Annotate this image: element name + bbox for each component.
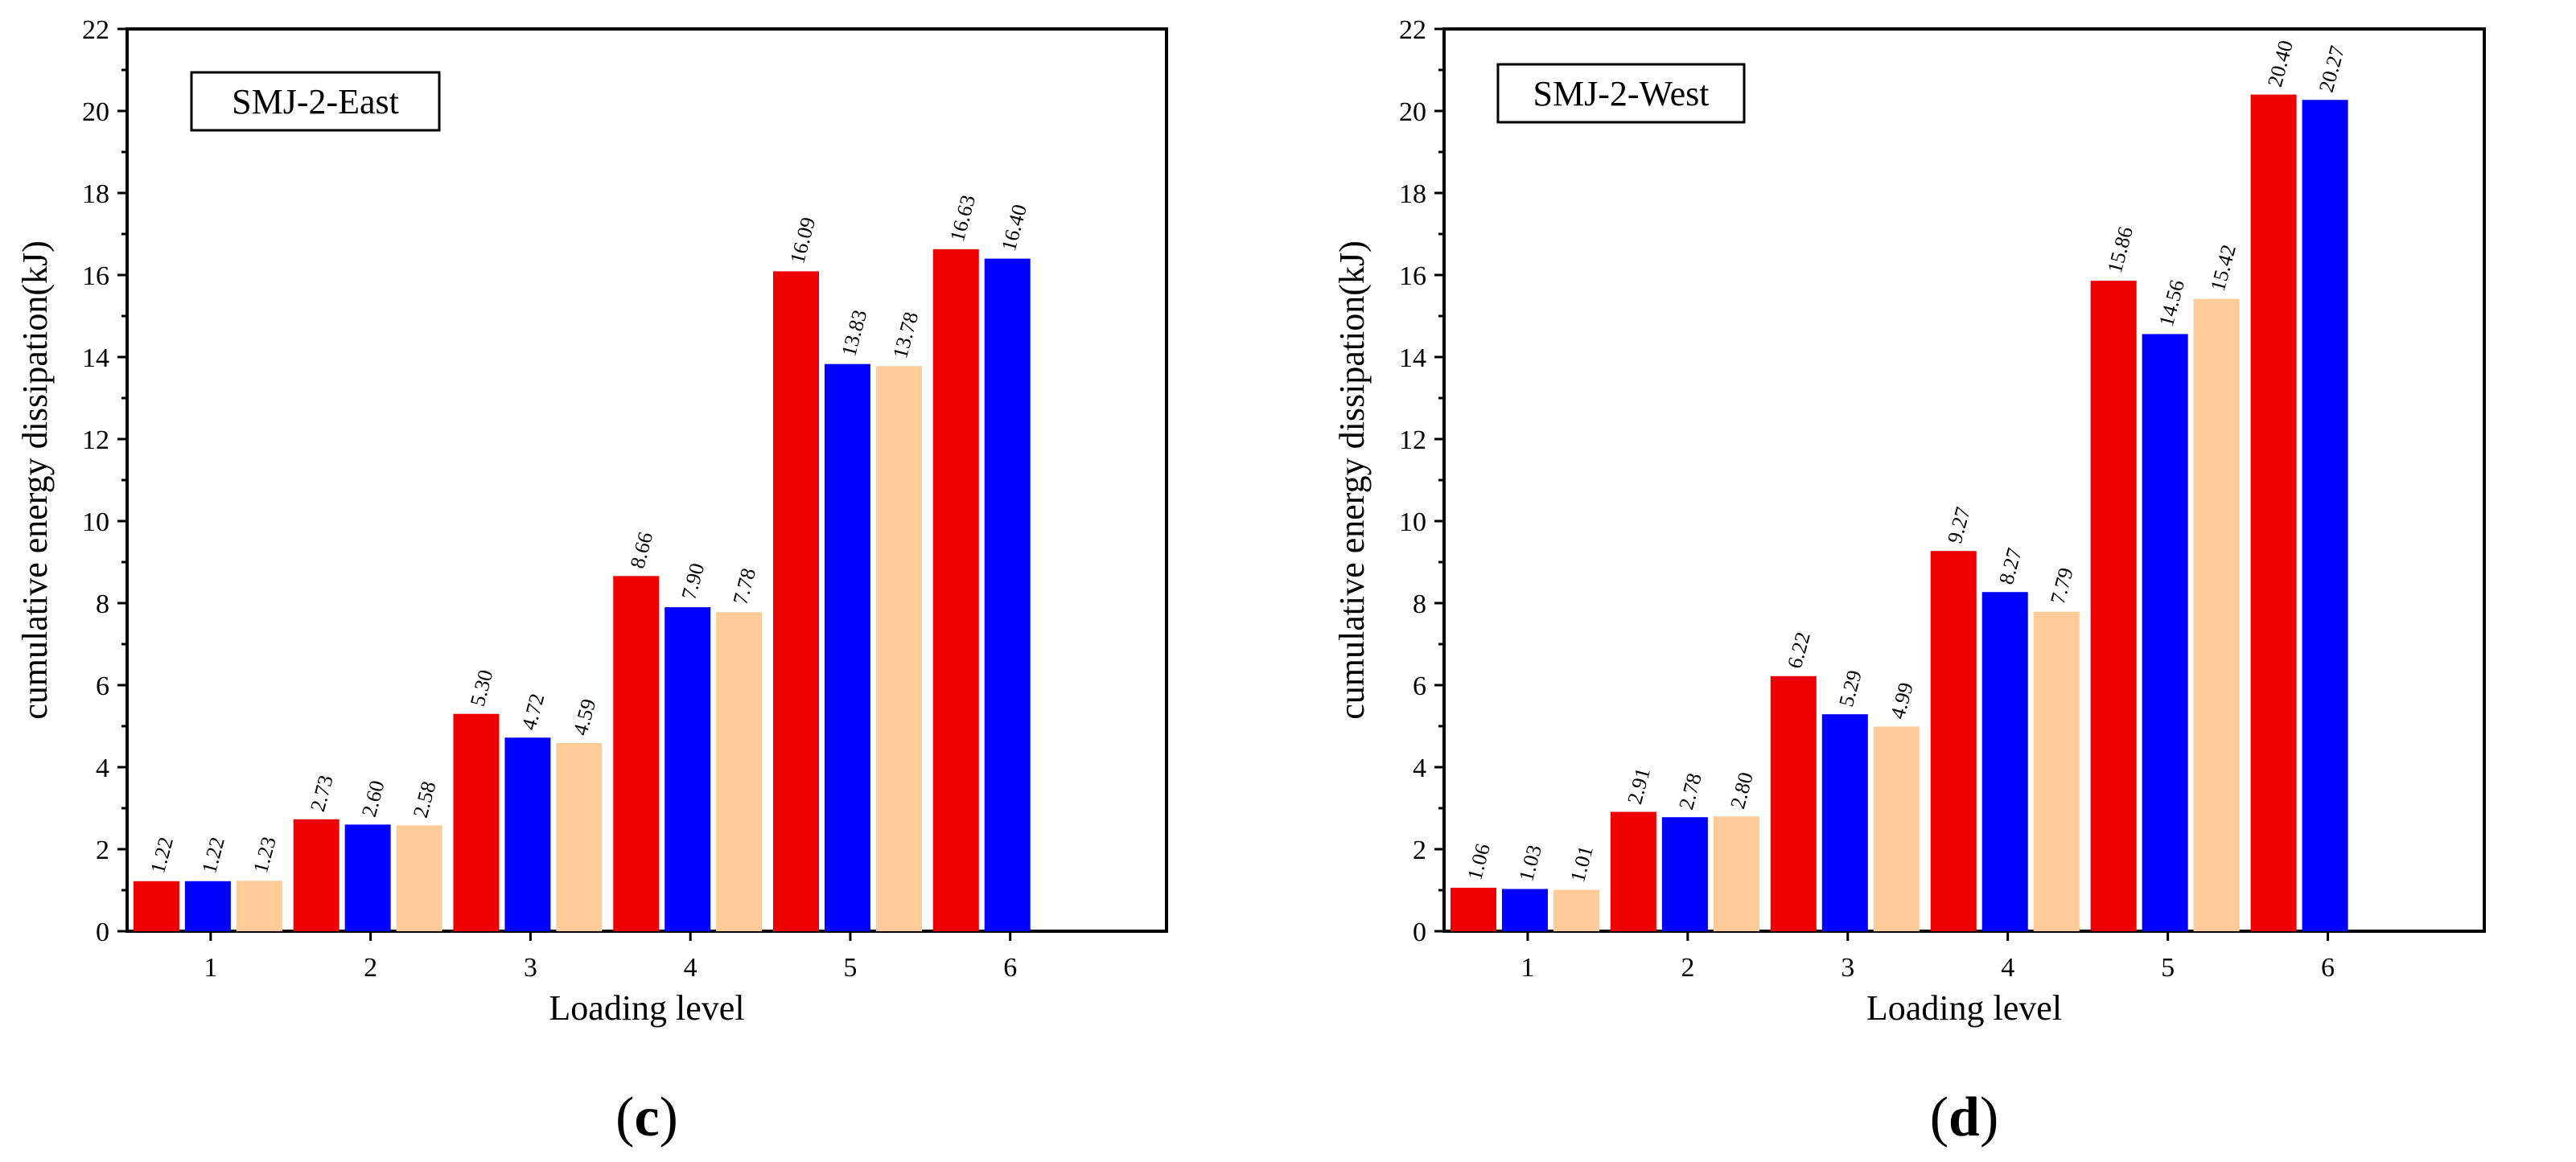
y-axis-title: cumulative energy dissipation(kJ) (1332, 240, 1372, 720)
bar-series2-level3 (504, 737, 551, 931)
y-tick-label: 22 (82, 15, 109, 45)
title-box (1496, 63, 1746, 124)
bar-series3-level2 (396, 825, 442, 931)
y-tick-label: 14 (1399, 343, 1426, 373)
bar-series2-level6 (2302, 100, 2348, 932)
bar-series1-level1 (133, 881, 179, 931)
y-tick-label: 2 (96, 836, 109, 865)
y-tick-label: 10 (82, 507, 109, 537)
y-tick-label: 16 (82, 261, 109, 291)
bar-series1-level4 (613, 576, 660, 931)
bar-series2-level4 (1981, 592, 2028, 931)
y-tick-label: 20 (1399, 97, 1426, 127)
bar-series3-level5 (875, 366, 922, 932)
x-tick-label: 6 (1003, 953, 1017, 983)
panel-label-open: ( (1930, 1086, 1948, 1148)
chart-title: SMJ-2-West (1533, 74, 1710, 113)
bar-series2-level1 (184, 881, 231, 931)
y-tick-label: 2 (1413, 836, 1426, 865)
panel-label-open: ( (615, 1086, 634, 1148)
title-box (190, 71, 441, 132)
bar-series1-level1 (1450, 887, 1496, 931)
y-tick-label: 20 (82, 97, 109, 127)
y-tick-label: 12 (82, 425, 109, 455)
y-tick-label: 22 (1399, 15, 1426, 45)
x-tick-label: 3 (524, 953, 537, 983)
bar-series2-level5 (2142, 334, 2188, 931)
bar-series3-level3 (556, 742, 603, 931)
x-tick-label: 2 (364, 953, 377, 983)
y-tick-label: 18 (1399, 179, 1426, 209)
bar-series2-level2 (344, 824, 391, 931)
bar-series1-level6 (932, 248, 979, 931)
x-axis-title: Loading level (1866, 988, 2062, 1028)
panel-label: (c) (615, 1086, 678, 1148)
y-tick-label: 16 (1399, 261, 1426, 291)
y-tick-label: 8 (1413, 589, 1426, 619)
bar-series3-level4 (716, 612, 763, 931)
y-tick-label: 4 (1413, 753, 1426, 783)
x-tick-label: 5 (843, 953, 857, 983)
x-tick-label: 4 (2001, 953, 2014, 983)
bar-series2-level5 (824, 363, 870, 931)
x-axis-title: Loading level (549, 988, 744, 1028)
y-tick-label: 4 (96, 753, 109, 783)
y-tick-label: 6 (96, 671, 109, 701)
x-tick-label: 6 (2321, 953, 2335, 983)
bar-series2-level2 (1661, 817, 1708, 931)
bar-series2-level6 (984, 258, 1031, 932)
x-tick-label: 2 (1681, 953, 1694, 983)
bar-series1-level2 (1610, 811, 1656, 931)
y-axis-title: cumulative energy dissipation(kJ) (15, 240, 55, 720)
y-tick-label: 14 (82, 343, 109, 373)
bar-series1-level2 (293, 819, 339, 931)
y-tick-label: 6 (1413, 671, 1426, 701)
panel-label-close: ) (660, 1086, 678, 1148)
bar-series2-level4 (665, 607, 711, 931)
y-tick-label: 18 (82, 179, 109, 209)
panel-label-letter: c (634, 1086, 659, 1148)
panel-label-letter: d (1948, 1086, 1980, 1148)
bar-series1-level5 (773, 271, 820, 931)
bar-series1-level3 (453, 713, 500, 931)
x-tick-label: 1 (204, 953, 217, 983)
bar-series2-level3 (1821, 714, 1868, 931)
x-tick-label: 4 (684, 953, 697, 983)
bar-series1-level4 (1930, 551, 1977, 931)
bar-series2-level1 (1501, 889, 1548, 931)
panel-label-close: ) (1980, 1086, 1998, 1148)
y-tick-label: 10 (1399, 507, 1426, 537)
y-tick-label: 12 (1399, 425, 1426, 455)
bar-series1-level5 (2090, 281, 2137, 931)
bar-series3-level3 (1873, 726, 1920, 931)
x-tick-label: 5 (2161, 953, 2175, 983)
y-tick-label: 0 (1413, 918, 1426, 947)
y-tick-label: 8 (96, 589, 109, 619)
x-tick-label: 1 (1520, 953, 1534, 983)
bar-series3-level5 (2193, 298, 2240, 932)
x-tick-label: 3 (1841, 953, 1854, 983)
bar-series3-level1 (1553, 889, 1599, 931)
y-tick-label: 0 (96, 918, 109, 947)
bar-series1-level3 (1770, 675, 1817, 931)
bar-series1-level6 (2250, 94, 2297, 932)
bar-series3-level2 (1713, 816, 1759, 931)
bar-series3-level1 (236, 881, 282, 931)
panel-label: (d) (1930, 1086, 1999, 1148)
bar-series3-level4 (2033, 611, 2080, 931)
chart-title: SMJ-2-East (232, 82, 399, 121)
